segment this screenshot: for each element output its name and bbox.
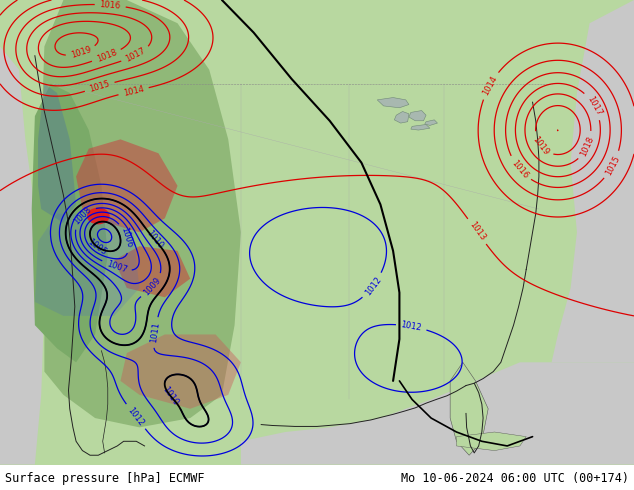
Polygon shape [411, 124, 430, 130]
Text: 1016: 1016 [100, 0, 121, 10]
Text: 1011: 1011 [150, 321, 162, 343]
Polygon shape [450, 362, 488, 455]
Text: 1012: 1012 [400, 320, 422, 333]
Text: 1005: 1005 [86, 237, 108, 257]
Text: 1019: 1019 [70, 45, 93, 60]
Polygon shape [0, 47, 44, 465]
Polygon shape [425, 120, 437, 125]
Text: 1010: 1010 [161, 385, 181, 407]
Text: 1009: 1009 [142, 275, 163, 297]
Text: 1007: 1007 [105, 259, 128, 274]
Text: 1015: 1015 [604, 154, 622, 176]
Text: 1012: 1012 [126, 405, 146, 427]
Polygon shape [377, 98, 409, 108]
Text: 1018: 1018 [95, 48, 118, 64]
Polygon shape [38, 84, 76, 223]
Text: 1010: 1010 [145, 229, 165, 251]
Text: 1014: 1014 [122, 84, 145, 98]
Polygon shape [32, 84, 108, 362]
Polygon shape [409, 111, 426, 121]
Polygon shape [394, 112, 409, 123]
Text: 1014: 1014 [481, 74, 499, 97]
Circle shape [87, 208, 110, 224]
Text: 1015: 1015 [88, 79, 111, 94]
Text: 1008: 1008 [72, 205, 93, 227]
Text: Surface pressure [hPa] ECMWF: Surface pressure [hPa] ECMWF [5, 472, 205, 485]
Polygon shape [114, 246, 190, 297]
Text: 1016: 1016 [509, 158, 530, 180]
Text: 1018: 1018 [579, 135, 596, 157]
Text: 1012: 1012 [363, 275, 383, 297]
Polygon shape [41, 0, 241, 427]
Text: 1013: 1013 [467, 220, 487, 243]
Polygon shape [35, 214, 139, 316]
Text: Mo 10-06-2024 06:00 UTC (00+174): Mo 10-06-2024 06:00 UTC (00+174) [401, 472, 629, 485]
Polygon shape [456, 432, 526, 451]
Text: 1017: 1017 [585, 94, 603, 117]
Polygon shape [76, 139, 178, 232]
Polygon shape [120, 335, 241, 409]
Polygon shape [241, 362, 634, 465]
Text: 1006: 1006 [119, 226, 134, 249]
Text: 1019: 1019 [531, 135, 551, 157]
Text: 1017: 1017 [124, 47, 147, 64]
Polygon shape [552, 0, 634, 362]
